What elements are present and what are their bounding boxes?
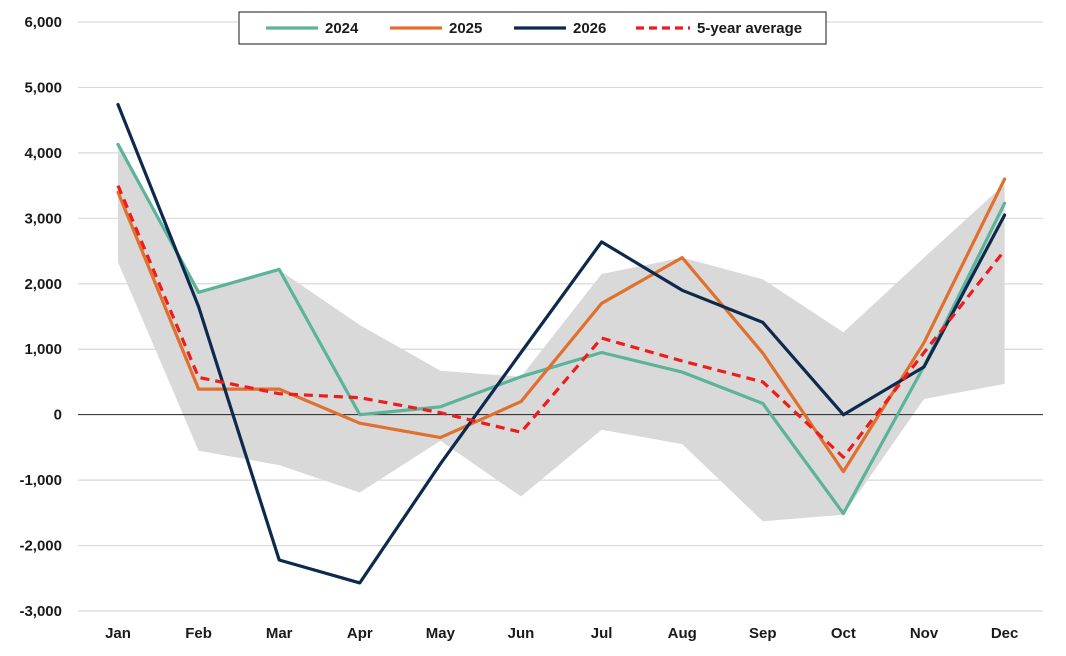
y-tick-label: -3,000 xyxy=(19,603,62,620)
y-tick-label: -2,000 xyxy=(19,538,62,555)
legend-label-5-year-average: 5-year average xyxy=(697,20,802,37)
x-tick-label: Dec xyxy=(991,625,1019,642)
x-tick-label: Feb xyxy=(185,625,212,642)
x-tick-label: Sep xyxy=(749,625,777,642)
legend-label-2024: 2024 xyxy=(325,20,359,37)
x-tick-label: Aug xyxy=(668,625,697,642)
x-tick-label: Jul xyxy=(591,625,613,642)
x-tick-label: Jan xyxy=(105,625,131,642)
y-tick-label: 1,000 xyxy=(24,341,62,358)
range-band xyxy=(118,144,1005,522)
x-tick-label: Apr xyxy=(347,625,373,642)
series-line-2024 xyxy=(116,142,1007,516)
y-tick-label: 3,000 xyxy=(24,210,62,227)
y-tick-label: 2,000 xyxy=(24,276,62,293)
legend: 2024 2025 2026 5-year average xyxy=(238,11,827,45)
legend-label-2026: 2026 xyxy=(573,20,606,37)
x-tick-label: Mar xyxy=(266,625,293,642)
y-tick-label: 4,000 xyxy=(24,145,62,162)
series-line-2025 xyxy=(116,177,1007,474)
y-tick-label: 6,000 xyxy=(24,14,62,31)
x-tick-label: Nov xyxy=(910,625,939,642)
legend-label-2025: 2025 xyxy=(449,20,482,37)
x-tick-label: Oct xyxy=(831,625,856,642)
series-lines xyxy=(116,102,1007,585)
x-tick-label: Jun xyxy=(508,625,535,642)
x-tick-label: May xyxy=(426,625,456,642)
y-tick-label: -1,000 xyxy=(19,472,62,489)
y-tick-label: 0 xyxy=(54,407,62,424)
series-line-5-year-average xyxy=(116,184,1006,459)
y-axis-ticks: -3,000 -2,000 -1,000 0 1,000 2,000 3,000 4,000 5… xyxy=(19,14,62,620)
series-line-2026 xyxy=(116,102,1007,585)
x-axis-ticks: Jan Feb Mar Apr May Jun Jul Aug Sep Oct Nov Dec xyxy=(105,625,1018,642)
y-tick-label: 5,000 xyxy=(24,79,62,96)
